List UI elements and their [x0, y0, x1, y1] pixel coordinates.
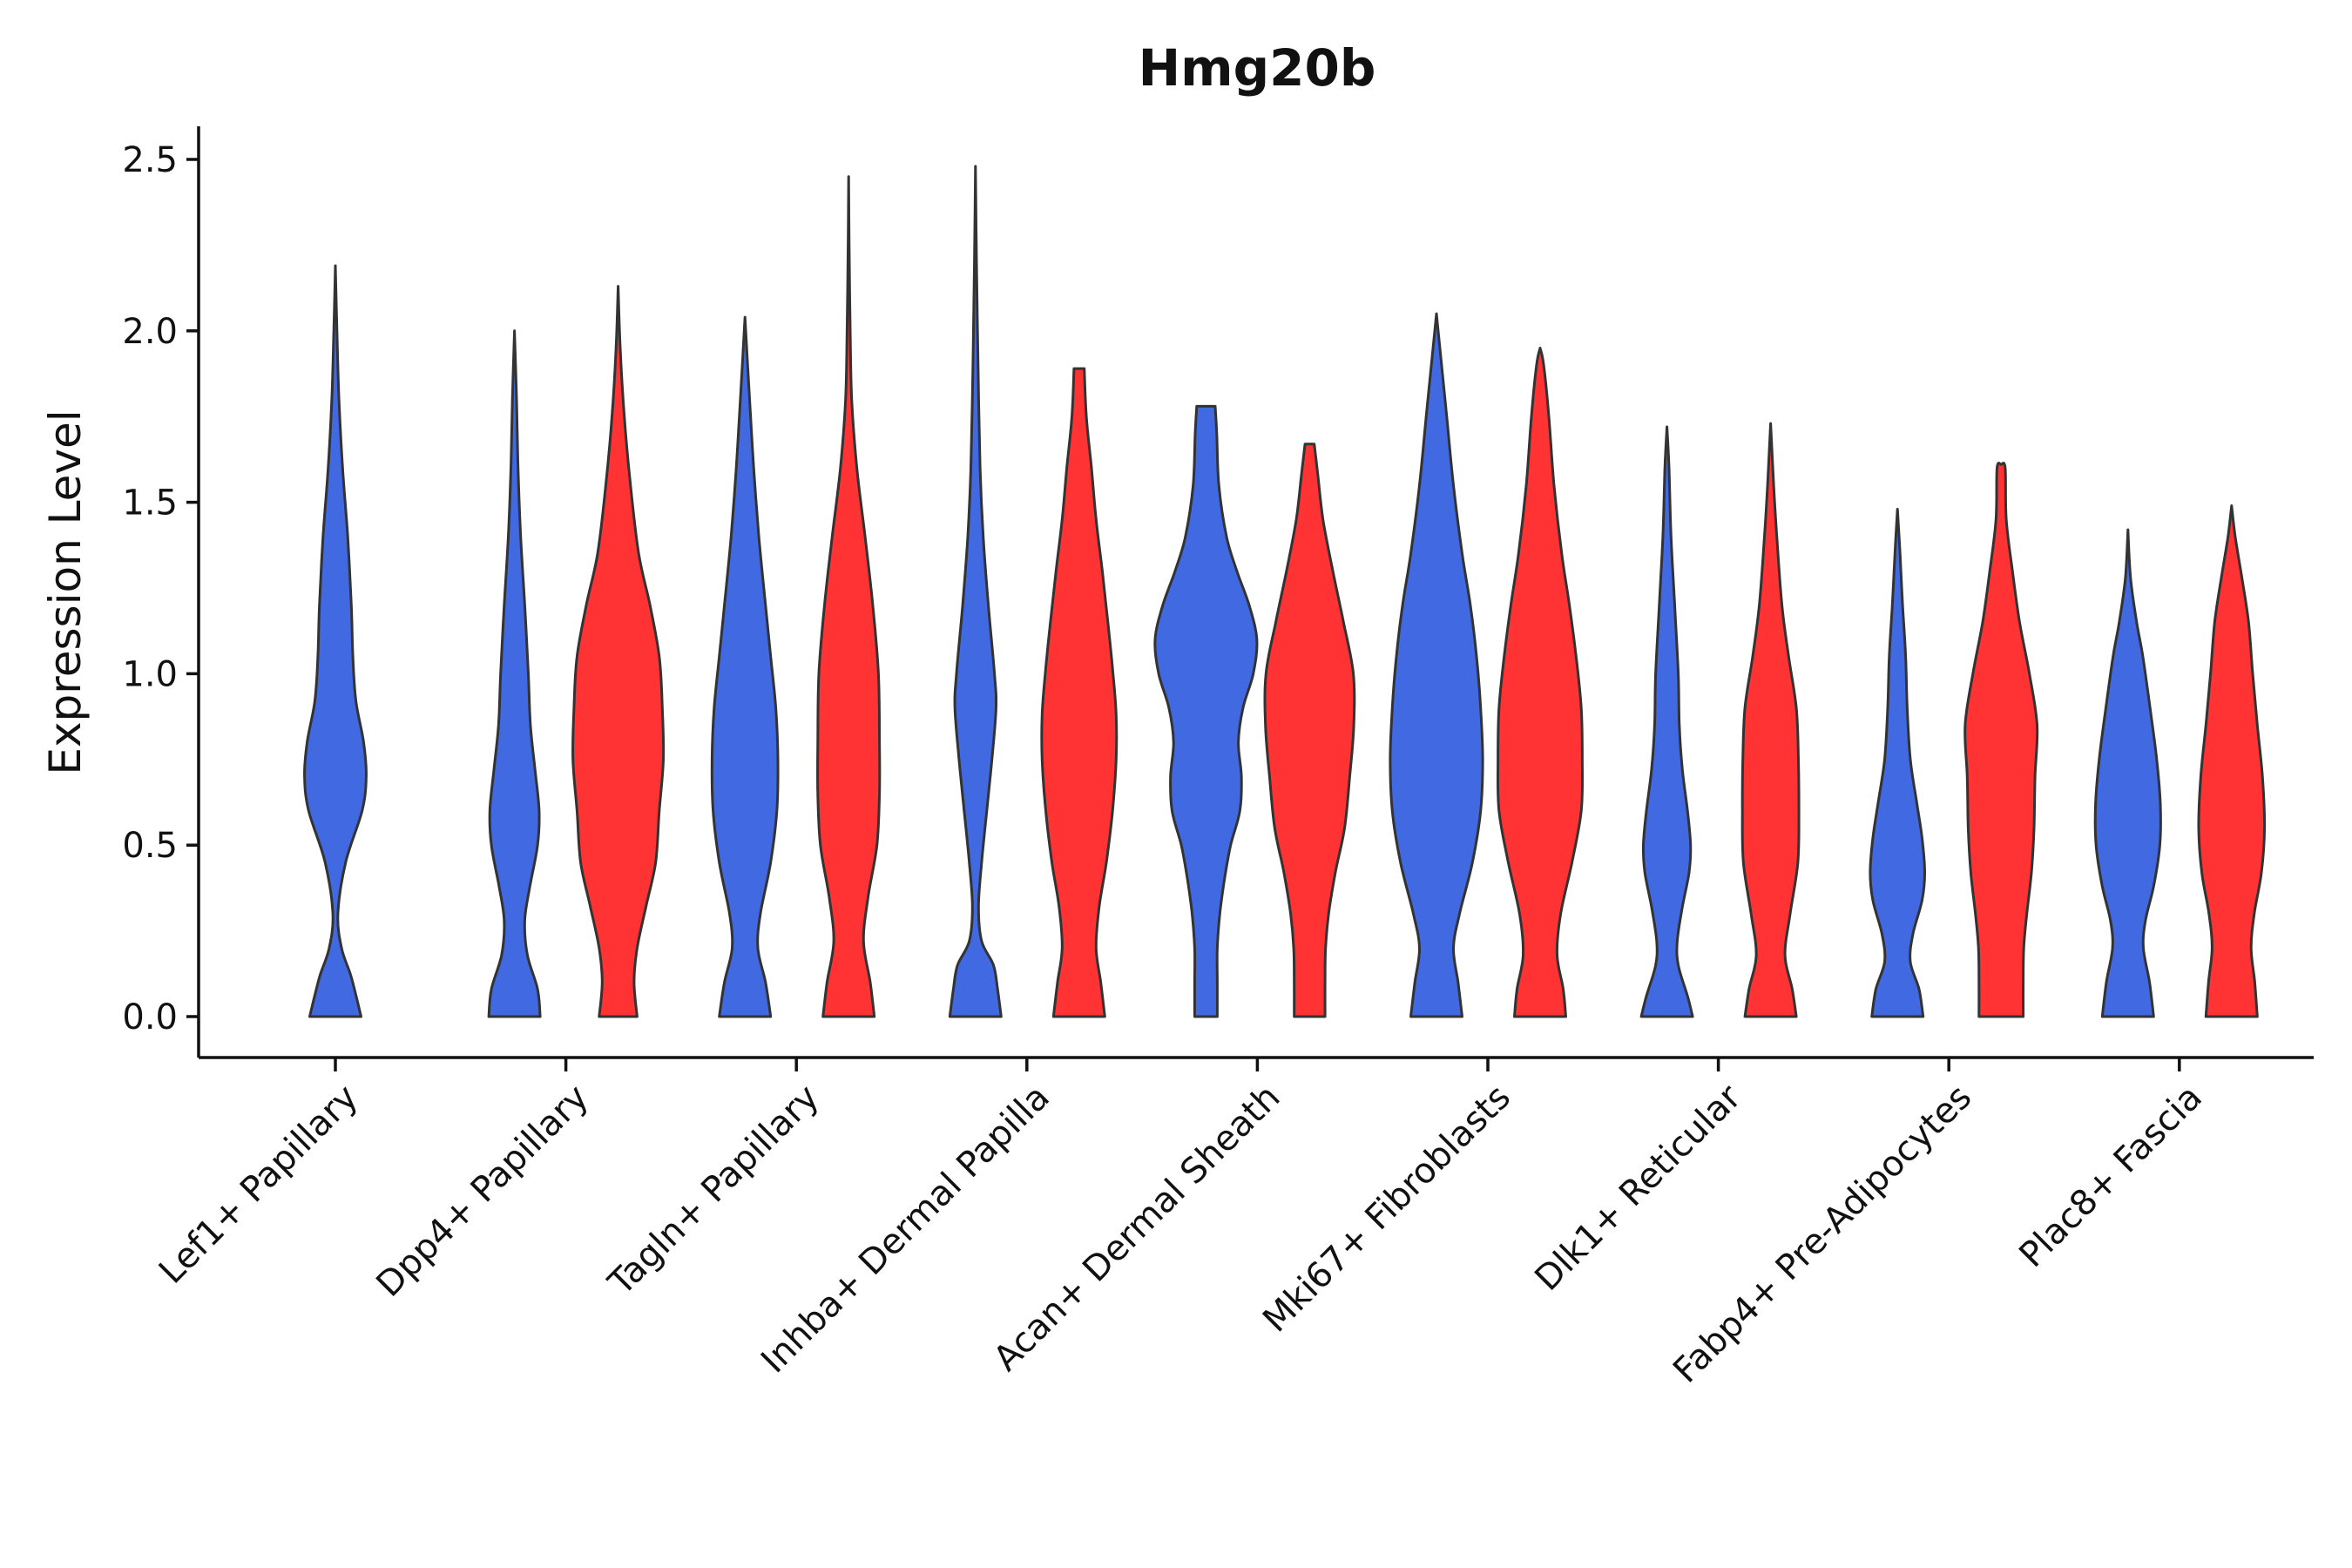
violin-group-b-6 — [1740, 422, 1801, 1018]
x-axis: Lef1+ Papillary Dpp4+ Papillary Tagln+ Pap… — [152, 1056, 2314, 1391]
x-tick-label: Dpp4+ Papillary — [368, 1078, 596, 1305]
violin-group-a-0 — [303, 264, 368, 1018]
y-tick-label: 2.0 — [122, 312, 178, 352]
y-tick-label: 1.5 — [122, 483, 178, 524]
violin-group-a-3 — [948, 165, 1003, 1018]
chart-title: Hmg20b — [1139, 38, 1376, 98]
violin-group-a-2 — [710, 315, 780, 1018]
x-tick-label: Tagln+ Papillary — [600, 1078, 827, 1304]
y-tick-label: 0.0 — [122, 997, 178, 1037]
x-tick-label: Lef1+ Papillary — [152, 1078, 366, 1292]
y-tick-label: 2.5 — [122, 140, 178, 180]
violin-group-b-5 — [1496, 347, 1585, 1018]
y-axis-title: Expression Level — [40, 409, 91, 774]
y-tick-label: 1.0 — [122, 654, 178, 694]
x-tick-label: Dlk1+ Reticular — [1527, 1077, 1749, 1299]
violin-group-a-1 — [487, 329, 542, 1018]
x-tick-label: Mki67+ Fibroblasts — [1255, 1078, 1518, 1341]
violin-group-a-4 — [1153, 404, 1259, 1018]
violin-group-a-8 — [2093, 528, 2162, 1018]
violin-layer — [303, 165, 2267, 1018]
violin-group-b-2 — [816, 175, 882, 1018]
violin-group-b-1 — [571, 285, 666, 1018]
y-axis: 0.0 0.5 1.0 1.5 2.0 2.5 — [122, 126, 200, 1058]
x-tick-label: Plac8+ Fascia — [2011, 1078, 2210, 1276]
violin-group-b-3 — [1040, 367, 1119, 1018]
violin-group-a-6 — [1639, 425, 1694, 1018]
violin-group-a-5 — [1389, 312, 1484, 1018]
violin-group-b-4 — [1263, 443, 1356, 1018]
violin-group-b-7 — [1963, 462, 2039, 1018]
violin-group-b-8 — [2197, 504, 2267, 1018]
y-tick-label: 0.5 — [122, 826, 178, 866]
violin-group-a-7 — [1869, 508, 1926, 1018]
